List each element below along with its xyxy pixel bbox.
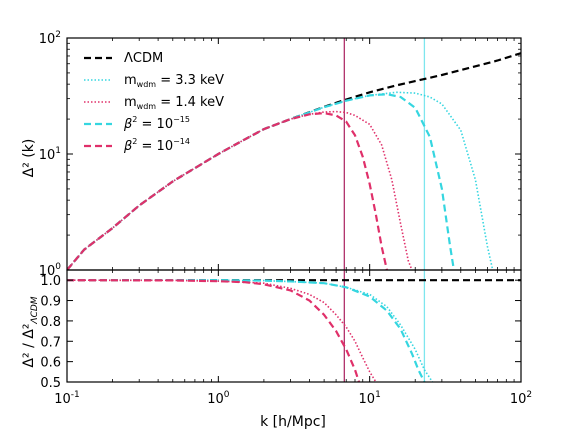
bottom-series-line-3 (67, 279, 426, 382)
top-series-line-2 (67, 110, 413, 270)
bottom-y-axis-label-sub: ΛCDM (30, 296, 40, 324)
xtick-label-1: 100 (207, 390, 230, 407)
xtick-label-0: 10-1 (54, 390, 80, 407)
legend-label-0: ΛCDM (124, 51, 163, 66)
x-axis-label: k [h/Mpc] (260, 414, 326, 430)
top-ytick-label-2: 102 (39, 30, 61, 47)
bottom-series-line-4 (67, 279, 361, 382)
bottom-ytick-label-2: 0.7 (40, 335, 61, 350)
legend-label-1: mwdm = 3.3 keV (124, 73, 224, 89)
bottom-frame (66, 269, 522, 383)
bottom-ytick-label-3: 0.8 (40, 315, 61, 330)
bottom-panel: 0.5 0.6 0.7 0.8 0.9 1.0 10-1 100 101 102 (40, 269, 532, 407)
bottom-ytick-label-0: 0.5 (40, 376, 61, 391)
bottom-y-axis-label-main: Δ² / Δ² (21, 324, 37, 368)
legend-label-4: β2 = 10−14 (123, 137, 190, 154)
bottom-ytick-label-5: 1.0 (40, 274, 61, 289)
top-series-line-4 (67, 111, 388, 270)
top-ytick-label-0: 100 (39, 262, 62, 279)
xtick-label-2: 101 (359, 390, 381, 407)
bottom-series-line-2 (67, 279, 377, 382)
legend-label-3: β2 = 10−15 (123, 115, 190, 132)
legend: ΛCDM mwdm = 3.3 keV mwdm = 1.4 keV β2 = 10−… (84, 51, 224, 154)
top-panel: 100 101 102 (39, 30, 522, 279)
bottom-ytick-label-1: 0.6 (40, 356, 61, 371)
bottom-y-axis-label: Δ² / Δ²ΛCDM (21, 296, 40, 367)
legend-label-2: mwdm = 1.4 keV (124, 95, 224, 111)
xtick-label-3: 102 (510, 390, 532, 407)
bottom-ytick-label-4: 0.9 (40, 295, 61, 310)
bottom-series-line-1 (67, 279, 434, 382)
top-ytick-label-1: 101 (39, 146, 61, 163)
top-series-line-0 (67, 52, 521, 270)
top-y-axis-label: Δ² (k) (21, 139, 37, 178)
